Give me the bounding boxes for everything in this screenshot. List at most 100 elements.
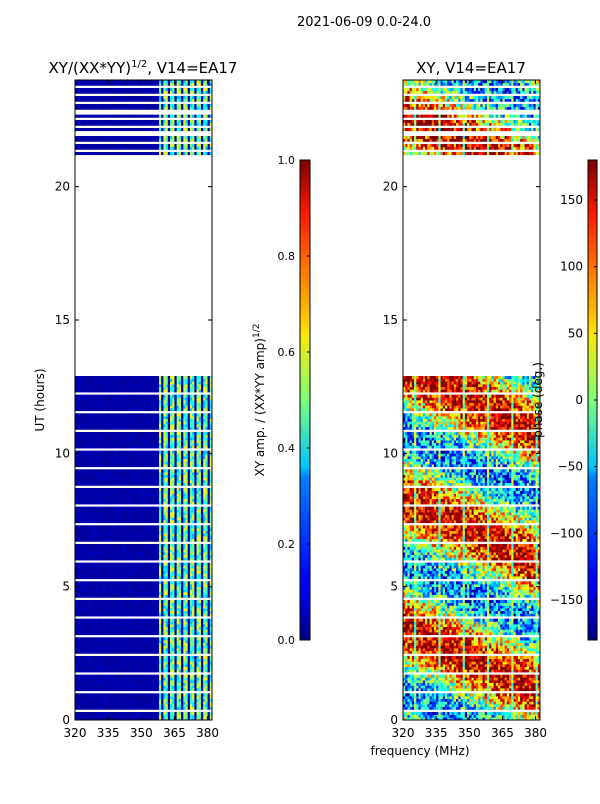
heatmap-cell bbox=[200, 685, 204, 689]
heatmap-cell bbox=[121, 621, 125, 625]
heatmap-cell bbox=[94, 589, 98, 593]
heatmap-cell bbox=[200, 714, 204, 718]
heatmap-cell bbox=[187, 557, 191, 561]
heatmap-cell bbox=[92, 525, 96, 529]
heatmap-cell bbox=[139, 602, 142, 606]
heatmap-cell bbox=[178, 525, 182, 529]
heatmap-cell bbox=[156, 477, 160, 481]
heatmap-cell bbox=[145, 488, 149, 492]
heatmap-cell bbox=[110, 610, 113, 614]
heatmap-cell bbox=[200, 488, 204, 492]
heatmap-cell bbox=[181, 613, 184, 617]
heatmap-cell bbox=[132, 600, 136, 604]
heatmap-cell bbox=[114, 650, 118, 654]
heatmap-cell bbox=[83, 562, 87, 566]
heatmap-cell bbox=[158, 557, 162, 561]
heatmap-cell bbox=[158, 576, 162, 580]
heatmap-cell bbox=[86, 472, 89, 476]
heatmap-cell bbox=[170, 605, 173, 609]
heatmap-cell bbox=[187, 698, 191, 702]
heatmap-cell bbox=[196, 493, 200, 497]
heatmap-cell bbox=[154, 696, 158, 700]
heatmap-cell bbox=[141, 704, 144, 708]
heatmap-cell bbox=[172, 704, 175, 708]
heatmap-cell bbox=[110, 570, 113, 574]
heatmap-cell bbox=[183, 482, 186, 486]
heatmap-cell bbox=[103, 562, 107, 566]
heatmap-cell bbox=[90, 698, 94, 702]
heatmap-cell bbox=[161, 680, 164, 684]
heatmap-cell bbox=[167, 546, 171, 550]
heatmap-cell bbox=[196, 528, 200, 532]
heatmap-cell bbox=[125, 717, 129, 720]
heatmap-cell bbox=[103, 618, 107, 622]
heatmap-cell bbox=[97, 477, 100, 481]
heatmap-cell bbox=[75, 626, 78, 630]
heatmap-cell bbox=[154, 648, 158, 652]
heatmap-cell bbox=[90, 637, 94, 641]
heatmap-cell bbox=[110, 605, 113, 609]
heatmap-cell bbox=[75, 605, 78, 609]
heatmap-cell bbox=[207, 581, 211, 585]
heatmap-cell bbox=[121, 677, 125, 681]
heatmap-cell bbox=[121, 698, 125, 702]
heatmap-cell bbox=[125, 538, 129, 542]
heatmap-cell bbox=[161, 472, 164, 476]
heatmap-cell bbox=[114, 496, 118, 500]
heatmap-cell bbox=[94, 629, 98, 633]
heatmap-cell bbox=[165, 546, 169, 550]
heatmap-cell bbox=[209, 501, 212, 505]
heatmap-cell bbox=[194, 613, 197, 617]
heatmap-cell bbox=[101, 602, 105, 606]
heatmap-cell bbox=[139, 680, 142, 684]
heatmap-cell bbox=[172, 682, 175, 686]
heatmap-cell bbox=[172, 576, 175, 580]
heatmap-cell bbox=[192, 602, 195, 606]
heatmap-cell bbox=[196, 576, 200, 580]
heatmap-cell bbox=[134, 645, 138, 649]
heatmap-cell bbox=[139, 637, 142, 641]
heatmap-cell bbox=[189, 581, 193, 585]
heatmap-cell bbox=[189, 618, 193, 622]
heatmap-cell bbox=[207, 552, 211, 556]
heatmap-cell bbox=[136, 562, 140, 566]
heatmap-cell bbox=[79, 592, 83, 596]
heatmap-cell bbox=[145, 584, 149, 588]
heatmap-cell bbox=[178, 706, 182, 710]
heatmap-cell bbox=[183, 589, 186, 593]
heatmap-cell bbox=[77, 488, 80, 492]
heatmap-cell bbox=[116, 645, 120, 649]
heatmap-cell bbox=[176, 562, 180, 566]
heatmap-cell bbox=[99, 493, 102, 497]
heatmap-cell bbox=[112, 586, 116, 590]
heatmap-cell bbox=[110, 490, 113, 494]
heatmap-cell bbox=[108, 546, 111, 550]
heatmap-cell bbox=[170, 501, 173, 505]
heatmap-cell bbox=[183, 477, 186, 481]
heatmap-cell bbox=[101, 517, 105, 521]
heatmap-cell bbox=[90, 712, 94, 716]
heatmap-cell bbox=[92, 605, 96, 609]
heatmap-cell bbox=[134, 538, 138, 542]
heatmap-cell bbox=[116, 562, 120, 566]
heatmap-cell bbox=[119, 584, 122, 588]
heatmap-cell bbox=[105, 530, 109, 534]
heatmap-cell bbox=[145, 701, 149, 705]
heatmap-cell bbox=[147, 600, 151, 604]
heatmap-cell bbox=[81, 605, 85, 609]
heatmap-cell bbox=[81, 546, 85, 550]
heatmap-cell bbox=[152, 546, 155, 550]
heatmap-cell bbox=[75, 584, 78, 588]
heatmap-cell bbox=[108, 501, 111, 505]
heatmap-cell bbox=[205, 520, 208, 524]
heatmap-cell bbox=[183, 618, 186, 622]
heatmap-cell bbox=[200, 493, 204, 497]
heatmap-cell bbox=[196, 664, 200, 668]
heatmap-cell bbox=[97, 469, 100, 473]
heatmap-cell bbox=[209, 576, 212, 580]
heatmap-cell bbox=[110, 693, 113, 697]
heatmap-cell bbox=[174, 549, 178, 553]
heatmap-cell bbox=[172, 496, 175, 500]
heatmap-cell bbox=[86, 645, 89, 649]
heatmap-cell bbox=[145, 621, 149, 625]
